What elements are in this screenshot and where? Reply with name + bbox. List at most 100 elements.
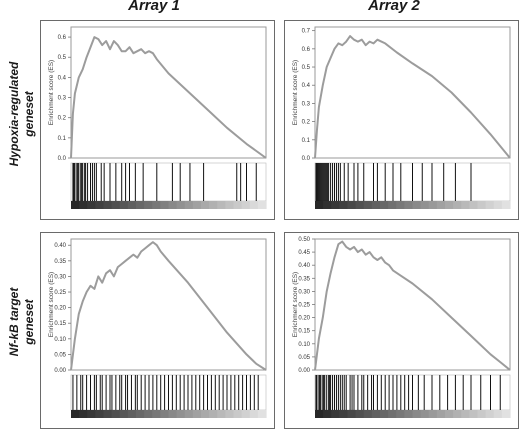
enrichment-score-line (70, 36, 267, 159)
rank-gradient-segment (469, 201, 479, 209)
rank-gradient-segment (453, 201, 462, 209)
rank-gradient-segment (95, 410, 105, 418)
rank-gradient-segment (428, 201, 438, 209)
rank-gradient-segment (436, 410, 446, 418)
rank-gradient-segment (249, 410, 259, 418)
rank-gradient-segment (168, 410, 178, 418)
rank-gradient-segment (217, 410, 226, 418)
rank-gradient-segment (111, 410, 121, 418)
y-tick-label: 0.3 (58, 96, 67, 102)
rank-gradient-segment (241, 201, 251, 209)
rank-gradient-segment (396, 201, 405, 209)
rank-gradient-segment (111, 201, 121, 209)
y-tick-label: 0.2 (58, 116, 67, 122)
gsea-panel-nfkb-array1: 0.00 0.05 0.10 0.15 0.20 0.25 0.30 0.35 0.40 Enri… (40, 232, 275, 429)
y-tick-label: 0.2 (302, 120, 311, 126)
rank-gradient-segment (152, 410, 161, 418)
rank-gradient-segment (176, 201, 186, 209)
row-header-hypoxia-line1: Hypoxia-regulated (7, 61, 21, 167)
rank-gradient-segment (420, 410, 430, 418)
y-axis-label: Enrichment score (ES) (292, 60, 299, 125)
rank-gradient-segment (331, 410, 340, 418)
rank-gradient-segment (371, 410, 381, 418)
y-tick-label: 0.1 (58, 136, 67, 142)
rank-gradient-segment (355, 410, 365, 418)
rank-gradient-segment (168, 201, 178, 209)
rank-gradient-segment (477, 201, 487, 209)
gsea-panel-hypoxia-array1: 0.0 0.1 0.2 0.3 0.4 0.5 0.6 Enrichment score (E… (40, 20, 275, 220)
y-tick-label: 0.0 (58, 156, 67, 162)
enrichment-score-line (70, 241, 267, 371)
rank-gradient-segment (71, 201, 80, 209)
rank-gradient-segment (192, 410, 202, 418)
gsea-panel-hypoxia-array2: 0.0 0.1 0.2 0.3 0.4 0.5 0.6 0.7 Enrichment score… (284, 20, 519, 220)
rank-gradient-segment (420, 201, 430, 209)
plot-frame (314, 238, 511, 371)
rank-gradient-segment (225, 410, 235, 418)
row-header-hypoxia: Hypoxia-regulated geneset (0, 29, 44, 199)
rank-gradient-segment (152, 201, 161, 209)
y-tick-label: 0.20 (298, 316, 310, 322)
rank-gradient-segment (79, 201, 88, 209)
y-tick-label: 0.25 (54, 290, 66, 296)
rank-gradient-segment (257, 201, 267, 209)
y-tick-label: 0.6 (302, 47, 311, 53)
rank-gradient-segment (233, 410, 243, 418)
rank-gradient-segment (339, 410, 349, 418)
rank-gradient-segment (388, 410, 397, 418)
plot-frame (70, 26, 267, 159)
rank-gradient-segment (127, 201, 137, 209)
rank-gradient-segment (388, 201, 397, 209)
rank-gradient-segment (192, 201, 202, 209)
row-header-nfkb-line1: Nf-kB target (7, 287, 21, 357)
y-tick-label: 0.15 (298, 329, 310, 335)
rank-gradient-segment (347, 410, 357, 418)
rank-gradient-segment (461, 201, 470, 209)
rank-gradient-segment (249, 201, 259, 209)
y-tick-label: 0.35 (298, 276, 310, 282)
gsea-panel-nfkb-array2: 0.00 0.05 0.10 0.15 0.20 0.25 0.30 0.35 0.40 0.45… (284, 232, 519, 429)
y-tick-label: 0.10 (298, 342, 310, 348)
y-tick-label: 0.1 (302, 138, 311, 144)
y-tick-label: 0.20 (54, 306, 66, 312)
rank-gradient-segment (71, 410, 80, 418)
rank-gradient-segment (119, 201, 129, 209)
rank-gradient-segment (331, 201, 340, 209)
rank-gradient-segment (339, 201, 349, 209)
y-axis-label: Enrichment score (ES) (48, 272, 55, 337)
rank-gradient-segment (347, 201, 357, 209)
y-tick-label: 0.30 (298, 289, 310, 295)
y-tick-label: 0.45 (298, 250, 310, 256)
y-tick-label: 0.5 (58, 55, 67, 61)
rank-gradient-segment (485, 410, 495, 418)
rank-gradient-segment (127, 410, 137, 418)
rank-gradient-segment (371, 201, 381, 209)
gsea-chart-svg: 0.00 0.05 0.10 0.15 0.20 0.25 0.30 0.35 0.40 Enri… (48, 238, 267, 418)
rank-gradient-segment (184, 410, 194, 418)
y-tick-label: 0.3 (302, 101, 311, 107)
y-tick-label: 0.30 (54, 274, 66, 280)
enrichment-score-line (314, 35, 511, 159)
y-tick-label: 0.6 (58, 35, 67, 41)
rank-gradient-segment (201, 201, 210, 209)
rank-gradient-segment (87, 201, 96, 209)
enrichment-score-line (314, 240, 511, 371)
rank-gradient-segment (445, 410, 454, 418)
rank-gradient-segment (136, 410, 145, 418)
rank-gradient-segment (445, 201, 454, 209)
rank-gradient-segment (315, 410, 324, 418)
rank-gradient-segment (501, 201, 511, 209)
column-header-array-1: Array 1 (128, 0, 180, 14)
y-tick-label: 0.05 (298, 355, 310, 361)
rank-gradient-segment (217, 201, 226, 209)
column-header-array-2: Array 2 (368, 0, 420, 14)
rank-gradient-segment (380, 410, 389, 418)
rank-gradient-segment (201, 410, 210, 418)
rank-gradient-segment (103, 410, 113, 418)
rank-gradient-segment (404, 201, 414, 209)
rank-gradient-segment (103, 201, 113, 209)
rank-gradient-segment (119, 410, 129, 418)
rank-gradient-segment (469, 410, 479, 418)
gsea-chart-svg: 0.0 0.1 0.2 0.3 0.4 0.5 0.6 0.7 Enrichment score… (292, 26, 511, 209)
rank-gradient-segment (323, 410, 332, 418)
